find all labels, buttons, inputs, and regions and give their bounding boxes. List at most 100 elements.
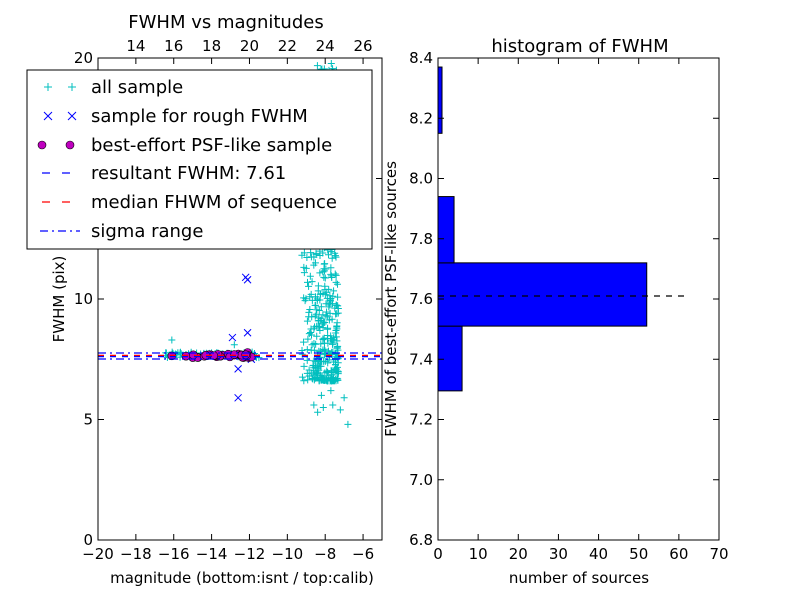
top-tick-label: 16 — [164, 37, 183, 55]
histogram-bar — [437, 66, 443, 134]
y-tick-label: 7.0 — [409, 471, 433, 489]
all-sample-point — [316, 326, 324, 334]
all-sample-point — [303, 317, 311, 325]
all-sample-point — [319, 403, 327, 411]
legend-item-psf-sample: best-effort PSF-like sample — [37, 135, 332, 156]
all-sample-point — [311, 312, 319, 320]
all-sample-point — [324, 251, 332, 259]
legend-label-rough-fwhm: sample for rough FWHM — [91, 106, 308, 127]
all-sample-point — [320, 265, 328, 273]
plus-marker — [44, 83, 52, 91]
all-sample-point — [333, 374, 341, 382]
legend-item-all-sample: all sample — [44, 77, 183, 98]
legend-label-median-fwhm: median FHWM of sequence — [91, 192, 337, 213]
all-sample-point — [327, 60, 335, 68]
legend: all sample sample for rough FWHM best-ef… — [26, 69, 373, 250]
all-sample-point — [315, 317, 323, 325]
histogram-y-label: FWHM of best-effort PSF-like sources — [382, 161, 400, 437]
y-tick-label: 10 — [74, 290, 93, 308]
circle-marker — [37, 140, 47, 150]
all-sample-point — [324, 324, 332, 332]
x-tick-label: 60 — [669, 545, 688, 563]
all-sample-point — [327, 270, 335, 278]
all-sample-point — [323, 368, 331, 376]
rough-fwhm-point — [243, 328, 252, 337]
y-tick-label: 7.8 — [409, 230, 433, 248]
legend-item-rough-fwhm: sample for rough FWHM — [43, 106, 308, 127]
all-sample-point — [315, 360, 323, 368]
all-sample-point — [306, 305, 314, 313]
all-sample-point — [322, 312, 330, 320]
all-sample-point — [312, 249, 320, 257]
legend-box — [26, 69, 373, 250]
x-tick-label: −20 — [82, 545, 114, 563]
all-sample-point — [305, 372, 313, 380]
scatter-y-label: FWHM (pix) — [50, 256, 68, 343]
top-tick-label: 26 — [354, 37, 373, 55]
x-marker — [67, 111, 77, 121]
all-sample-point — [230, 341, 238, 349]
all-sample-point — [306, 293, 314, 301]
legend-label-sigma-range: sigma range — [91, 221, 203, 242]
circle-marker-icon — [37, 140, 75, 150]
all-sample-point — [332, 361, 340, 369]
y-tick-label: 5 — [83, 411, 93, 429]
all-sample-point — [316, 251, 324, 259]
all-sample-point — [312, 368, 320, 376]
all-sample-point — [330, 334, 338, 342]
psf-sample-point — [241, 350, 251, 360]
x-tick-label: 10 — [469, 545, 488, 563]
all-sample-point — [307, 328, 315, 336]
legend-label-psf-sample: best-effort PSF-like sample — [91, 135, 332, 156]
circle-marker — [65, 140, 75, 150]
all-sample-point — [323, 308, 331, 316]
all-sample-point — [333, 302, 341, 310]
all-sample-point — [333, 310, 341, 318]
all-sample-point — [300, 338, 308, 346]
all-sample-point — [327, 264, 335, 272]
y-tick-label: 8.4 — [409, 49, 433, 67]
scatter-top-ticks: 14 16 18 20 22 24 26 — [126, 37, 373, 64]
histogram-title: histogram of FWHM — [491, 36, 668, 57]
all-sample-point — [324, 313, 332, 321]
all-sample-point — [300, 249, 308, 257]
all-sample-point — [319, 311, 327, 319]
all-sample-point — [332, 253, 340, 261]
histogram-bar — [437, 325, 463, 392]
all-sample-point — [316, 269, 324, 277]
all-sample-point — [303, 278, 311, 286]
histogram-x-ticks: 0 10 20 30 40 50 60 70 — [433, 58, 729, 563]
y-tick-label: 8.0 — [409, 170, 433, 188]
all-sample-point — [317, 391, 325, 399]
all-sample-point — [333, 323, 341, 331]
all-sample-point — [303, 254, 311, 262]
histogram-bar — [437, 262, 648, 327]
all-sample-point — [334, 342, 342, 350]
all-sample-point — [330, 287, 338, 295]
all-sample-point — [328, 274, 336, 282]
all-sample-point — [332, 327, 340, 335]
legend-item-sigma-range: sigma range — [40, 221, 203, 242]
rough-fwhm-point — [243, 275, 252, 284]
legend-item-resultant-fwhm: resultant FWHM: 7.61 — [40, 163, 286, 184]
all-sample-point — [326, 292, 334, 300]
x-tick-label: −6 — [352, 545, 374, 563]
y-tick-label: 7.2 — [409, 411, 433, 429]
all-sample-point — [308, 278, 316, 286]
all-sample-point — [332, 271, 340, 279]
x-tick-label: 50 — [629, 545, 648, 563]
all-sample-point — [304, 376, 312, 384]
y-tick-label: 7.6 — [409, 290, 433, 308]
all-sample-point — [327, 387, 335, 395]
all-sample-point — [316, 290, 324, 298]
all-sample-point — [320, 273, 328, 281]
all-sample-point — [317, 340, 325, 348]
all-sample-point — [308, 341, 316, 349]
all-sample-point — [313, 369, 321, 377]
top-tick-label: 20 — [240, 37, 259, 55]
x-tick-label: 0 — [433, 545, 443, 563]
all-sample-point — [304, 335, 312, 343]
all-sample-point — [325, 285, 333, 293]
all-sample-point — [305, 308, 313, 316]
